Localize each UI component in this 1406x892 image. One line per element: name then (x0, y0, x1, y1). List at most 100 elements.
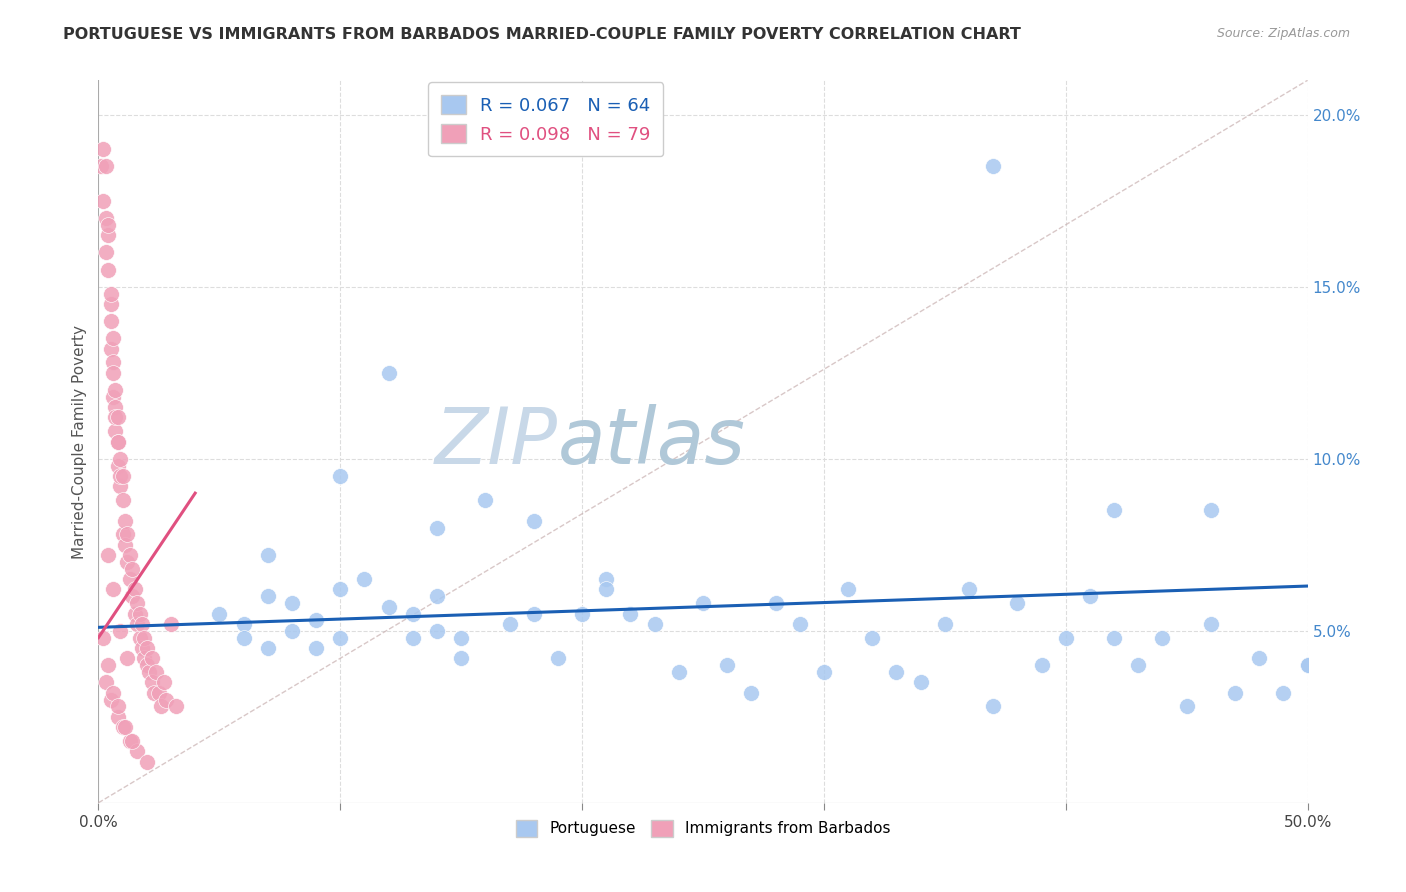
Point (152, 675, 174, 690)
Point (1007, 596, 1029, 610)
Point (100, 692, 122, 706)
Point (104, 424, 127, 438)
Point (498, 616, 520, 631)
Point (426, 590, 449, 604)
Point (108, 624, 131, 638)
Y-axis label: Married-Couple Family Poverty: Married-Couple Family Poverty (72, 325, 87, 558)
Point (377, 599, 399, 614)
Point (134, 631, 156, 645)
Point (117, 555, 139, 569)
Point (131, 616, 153, 631)
Point (107, 434, 129, 449)
Point (94, 159, 117, 173)
Point (1175, 699, 1198, 714)
Point (353, 572, 375, 586)
Point (111, 469, 134, 483)
Point (523, 607, 546, 621)
Point (97, 228, 120, 243)
Point (121, 590, 143, 604)
Point (619, 607, 641, 621)
Point (138, 665, 160, 679)
Point (101, 582, 124, 597)
Point (135, 640, 157, 655)
Point (1272, 686, 1295, 700)
Point (595, 572, 617, 586)
Point (1223, 686, 1246, 700)
Point (765, 596, 787, 610)
Point (100, 314, 122, 328)
Point (160, 616, 183, 631)
Point (117, 651, 139, 665)
Point (305, 640, 328, 655)
Point (134, 651, 156, 665)
Point (934, 616, 956, 631)
Point (145, 665, 167, 679)
Point (232, 616, 254, 631)
Point (111, 493, 134, 508)
Point (124, 607, 146, 621)
Point (101, 390, 124, 404)
Point (107, 699, 129, 714)
Point (165, 699, 187, 714)
Point (97, 548, 120, 562)
Point (141, 675, 163, 690)
Point (860, 631, 883, 645)
Text: atlas: atlas (558, 403, 745, 480)
Point (114, 720, 136, 734)
Point (256, 548, 278, 562)
Point (118, 572, 141, 586)
Point (97, 218, 120, 232)
Point (474, 493, 496, 508)
Point (101, 331, 124, 345)
Point (644, 616, 666, 631)
Point (256, 640, 278, 655)
Point (886, 665, 908, 679)
Point (1199, 616, 1222, 631)
Point (1296, 658, 1319, 673)
Point (1078, 590, 1101, 604)
Point (100, 286, 122, 301)
Point (91, 194, 114, 208)
Point (837, 582, 859, 597)
Point (208, 607, 231, 621)
Point (107, 410, 129, 425)
Point (281, 624, 304, 638)
Point (981, 159, 1004, 173)
Point (450, 651, 472, 665)
Point (91, 142, 114, 156)
Point (94, 245, 117, 260)
Point (131, 640, 153, 655)
Point (127, 596, 149, 610)
Point (450, 631, 472, 645)
Point (111, 527, 134, 541)
Point (1102, 631, 1125, 645)
Point (329, 469, 352, 483)
Point (97, 262, 120, 277)
Point (523, 514, 546, 528)
Point (692, 596, 714, 610)
Point (232, 631, 254, 645)
Point (91, 631, 114, 645)
Point (981, 699, 1004, 714)
Point (1249, 651, 1271, 665)
Point (329, 582, 352, 597)
Point (281, 596, 304, 610)
Point (101, 355, 124, 369)
Point (107, 434, 129, 449)
Point (128, 607, 150, 621)
Point (135, 755, 157, 769)
Point (128, 631, 150, 645)
Point (104, 410, 127, 425)
Point (571, 607, 593, 621)
Point (740, 686, 762, 700)
Point (101, 366, 124, 380)
Text: PORTUGUESE VS IMMIGRANTS FROM BARBADOS MARRIED-COUPLE FAMILY POVERTY CORRELATION: PORTUGUESE VS IMMIGRANTS FROM BARBADOS M… (63, 27, 1021, 42)
Point (107, 458, 129, 473)
Point (121, 734, 143, 748)
Point (305, 614, 328, 628)
Point (148, 686, 170, 700)
Point (150, 699, 173, 714)
Point (117, 527, 139, 541)
Point (547, 651, 569, 665)
Point (716, 658, 738, 673)
